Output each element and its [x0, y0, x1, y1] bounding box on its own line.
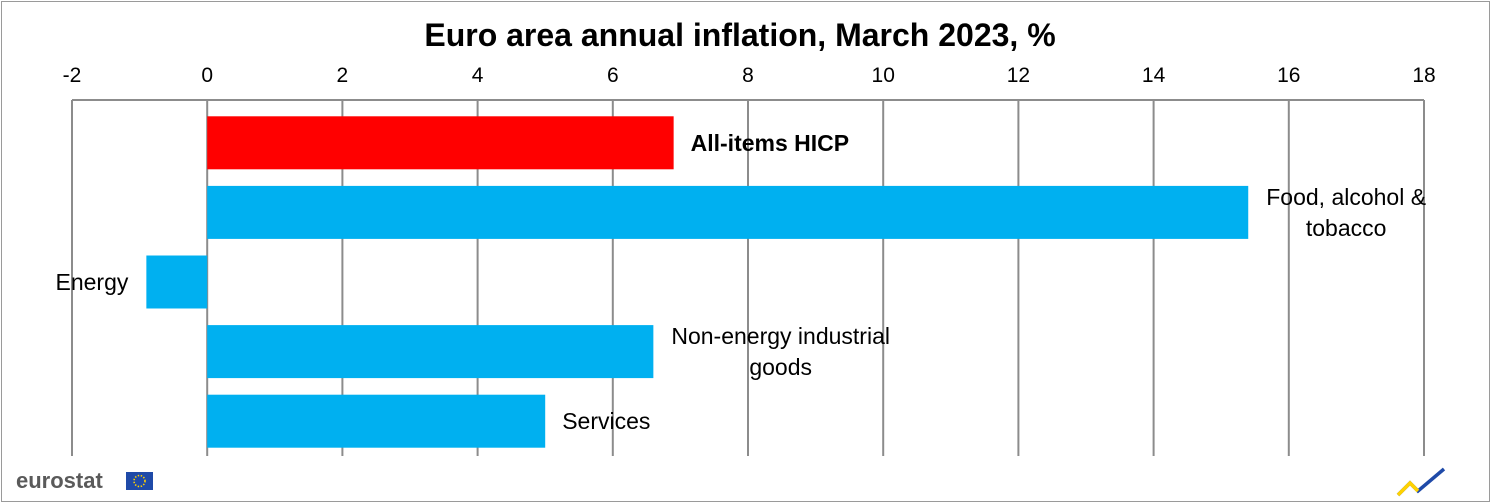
gridlines — [71, 99, 1425, 456]
category-label: Energy — [55, 269, 128, 295]
x-tick-label: 16 — [1277, 64, 1300, 87]
eurostat-logo: eurostat — [16, 468, 153, 493]
category-labels: All-items HICP Food, alcohol & tobacco Ener… — [55, 130, 1426, 434]
x-tick-label: 18 — [1412, 64, 1435, 87]
x-tick-label: 8 — [742, 64, 754, 87]
x-axis-ticks: -2 0 2 4 6 8 10 12 14 16 18 — [63, 64, 1436, 87]
x-tick-label: 0 — [201, 64, 213, 87]
x-tick-label: 10 — [872, 64, 895, 87]
x-tick-label: 12 — [1007, 64, 1030, 87]
bar — [207, 185, 1249, 239]
bars — [146, 116, 1249, 448]
category-label: Food, alcohol & tobacco — [1266, 184, 1426, 241]
x-tick-label: 2 — [337, 64, 349, 87]
eu-flag-icon — [126, 472, 153, 490]
bar — [146, 255, 208, 309]
eurostat-logo-text: eurostat — [16, 468, 103, 493]
eurostat-corner-mark-icon — [1396, 467, 1446, 497]
x-tick-label: 4 — [472, 64, 484, 87]
bar — [207, 394, 546, 448]
chart-title: Euro area annual inflation, March 2023, … — [424, 17, 1055, 53]
bar — [207, 116, 674, 170]
category-label: Non-energy industrial goods — [671, 323, 890, 380]
x-tick-label: -2 — [63, 64, 82, 87]
x-tick-label: 14 — [1142, 64, 1166, 87]
x-tick-label: 6 — [607, 64, 619, 87]
bar — [207, 325, 654, 379]
category-label: All-items HICP — [691, 130, 849, 156]
category-label: Services — [562, 408, 650, 434]
